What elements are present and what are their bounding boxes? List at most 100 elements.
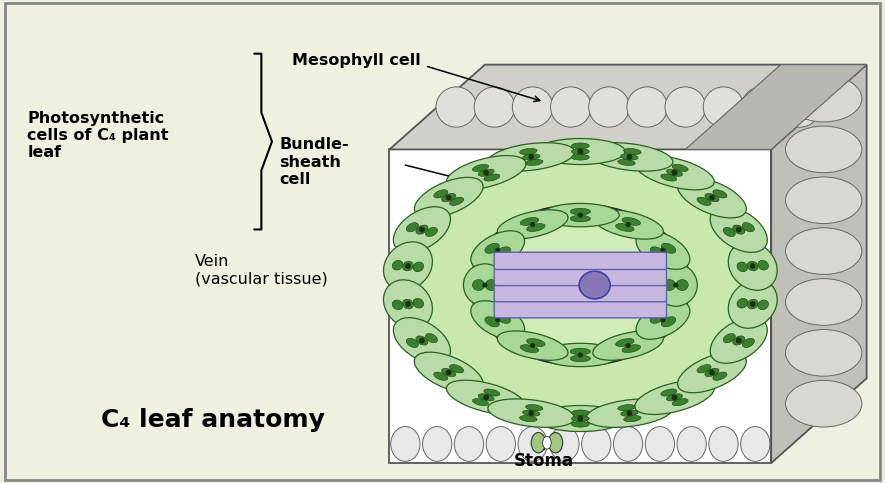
- Ellipse shape: [483, 395, 489, 400]
- Ellipse shape: [414, 352, 483, 393]
- Ellipse shape: [527, 339, 545, 346]
- Ellipse shape: [485, 280, 497, 291]
- Ellipse shape: [403, 261, 413, 271]
- Ellipse shape: [626, 222, 631, 227]
- Ellipse shape: [786, 381, 862, 427]
- Ellipse shape: [581, 426, 611, 461]
- Ellipse shape: [636, 231, 690, 270]
- Ellipse shape: [446, 380, 526, 414]
- Text: C₄ leaf anatomy: C₄ leaf anatomy: [101, 408, 325, 432]
- Ellipse shape: [709, 426, 738, 461]
- Ellipse shape: [393, 318, 450, 363]
- Ellipse shape: [549, 432, 563, 453]
- Ellipse shape: [750, 301, 756, 307]
- Ellipse shape: [578, 353, 583, 357]
- Ellipse shape: [471, 204, 690, 366]
- Ellipse shape: [750, 263, 756, 269]
- Ellipse shape: [392, 300, 403, 310]
- Ellipse shape: [666, 169, 682, 176]
- Ellipse shape: [572, 143, 589, 149]
- Ellipse shape: [709, 369, 715, 375]
- Ellipse shape: [589, 87, 629, 127]
- Ellipse shape: [678, 177, 746, 218]
- Ellipse shape: [712, 190, 727, 198]
- Ellipse shape: [650, 313, 665, 323]
- Ellipse shape: [391, 426, 420, 461]
- Ellipse shape: [586, 142, 673, 171]
- Ellipse shape: [622, 217, 641, 226]
- Ellipse shape: [550, 87, 591, 127]
- Ellipse shape: [586, 399, 673, 427]
- Ellipse shape: [578, 213, 583, 218]
- FancyBboxPatch shape: [494, 284, 666, 302]
- Ellipse shape: [654, 264, 697, 306]
- Ellipse shape: [616, 224, 634, 231]
- Ellipse shape: [535, 139, 625, 165]
- Ellipse shape: [471, 301, 525, 339]
- Ellipse shape: [733, 336, 745, 345]
- Ellipse shape: [528, 410, 535, 416]
- Ellipse shape: [578, 415, 583, 422]
- Text: Mesophyll cell: Mesophyll cell: [292, 54, 421, 69]
- Ellipse shape: [484, 174, 500, 181]
- Ellipse shape: [697, 365, 712, 373]
- Ellipse shape: [570, 208, 590, 215]
- Ellipse shape: [636, 301, 690, 339]
- Ellipse shape: [484, 389, 500, 396]
- Ellipse shape: [570, 355, 590, 362]
- Ellipse shape: [661, 174, 677, 181]
- FancyBboxPatch shape: [494, 252, 666, 270]
- Ellipse shape: [704, 87, 743, 127]
- Ellipse shape: [622, 345, 641, 353]
- Ellipse shape: [416, 336, 428, 345]
- Ellipse shape: [406, 223, 419, 232]
- Ellipse shape: [673, 283, 678, 287]
- Ellipse shape: [660, 317, 666, 323]
- Ellipse shape: [635, 380, 714, 414]
- FancyBboxPatch shape: [494, 300, 666, 318]
- Ellipse shape: [616, 339, 634, 346]
- Ellipse shape: [488, 399, 574, 427]
- Ellipse shape: [530, 343, 535, 348]
- Ellipse shape: [434, 190, 448, 198]
- Ellipse shape: [645, 426, 674, 461]
- Ellipse shape: [786, 228, 862, 274]
- Ellipse shape: [572, 416, 589, 421]
- Text: Stoma: Stoma: [514, 452, 574, 469]
- Ellipse shape: [531, 432, 545, 453]
- Ellipse shape: [485, 317, 499, 327]
- Ellipse shape: [572, 155, 589, 160]
- Ellipse shape: [488, 142, 574, 171]
- Ellipse shape: [413, 298, 424, 308]
- Ellipse shape: [728, 242, 777, 290]
- Ellipse shape: [758, 260, 768, 270]
- Ellipse shape: [677, 426, 706, 461]
- Ellipse shape: [723, 227, 735, 237]
- Ellipse shape: [618, 159, 635, 166]
- Ellipse shape: [737, 262, 748, 272]
- Ellipse shape: [512, 87, 553, 127]
- Ellipse shape: [613, 426, 643, 461]
- Text: Photosynthetic
cells of C₄ plant
leaf: Photosynthetic cells of C₄ plant leaf: [27, 111, 169, 160]
- Ellipse shape: [626, 343, 631, 348]
- Ellipse shape: [542, 343, 620, 367]
- Ellipse shape: [743, 338, 754, 347]
- Ellipse shape: [780, 87, 820, 127]
- Text: Bundle-
sheath
cell: Bundle- sheath cell: [279, 137, 349, 187]
- Ellipse shape: [497, 210, 568, 239]
- Ellipse shape: [678, 352, 746, 393]
- Ellipse shape: [786, 177, 862, 224]
- Ellipse shape: [482, 283, 488, 287]
- Ellipse shape: [709, 195, 715, 200]
- Polygon shape: [389, 65, 866, 149]
- Ellipse shape: [426, 334, 437, 343]
- Polygon shape: [685, 65, 866, 149]
- Ellipse shape: [786, 329, 862, 376]
- Ellipse shape: [570, 348, 590, 355]
- Ellipse shape: [496, 313, 511, 323]
- Ellipse shape: [520, 217, 539, 226]
- Ellipse shape: [383, 280, 433, 328]
- Ellipse shape: [436, 87, 476, 127]
- Ellipse shape: [474, 87, 515, 127]
- Ellipse shape: [527, 224, 545, 231]
